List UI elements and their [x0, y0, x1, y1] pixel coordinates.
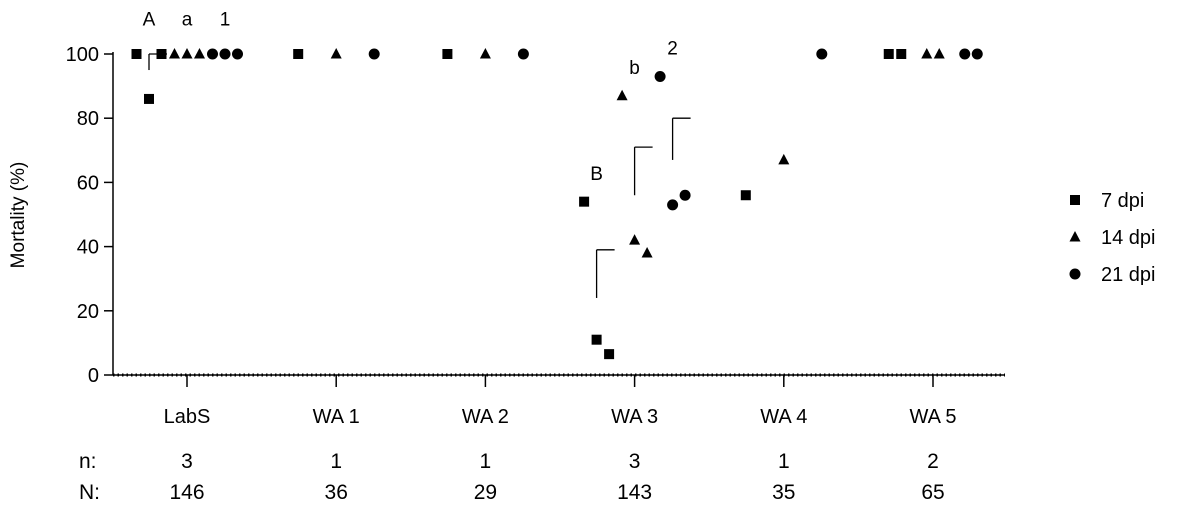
x-tick-label: WA 3 [611, 406, 658, 428]
data-point-triangle [629, 234, 641, 245]
data-point-triangle [616, 89, 628, 101]
y-tick-label: 100 [66, 44, 99, 66]
data-point-square [156, 49, 167, 59]
y-axis-label: Mortality (%) [8, 162, 29, 269]
data-point-circle [971, 48, 983, 60]
data-point-square [883, 49, 894, 59]
data-point-circle [219, 48, 231, 60]
data-point-square [579, 196, 590, 207]
x-tick-label: WA 1 [313, 406, 360, 428]
data-point-triangle [169, 48, 180, 59]
x-tick-label: WA 5 [909, 406, 956, 428]
legend-marker-square [1070, 195, 1080, 205]
y-tick-label: 20 [77, 301, 99, 323]
data-point-triangle [194, 48, 205, 59]
significance-label: B [590, 164, 603, 185]
data-point-circle [368, 48, 380, 60]
data-point-circle [816, 48, 828, 60]
footer-row-label: N: [79, 481, 100, 504]
footer-cell: 36 [325, 481, 348, 504]
footer-cell: 3 [629, 450, 641, 473]
data-point-circle [207, 48, 218, 60]
significance-label: 2 [667, 39, 678, 60]
data-point-square [604, 349, 615, 360]
data-point-triangle [778, 153, 790, 165]
data-point-triangle [330, 48, 342, 59]
footer-cell: 65 [921, 481, 944, 504]
data-point-circle [667, 199, 679, 211]
footer-cell: 29 [474, 481, 497, 504]
data-point-square [442, 49, 453, 59]
footer-cell: 3 [181, 450, 193, 473]
data-point-triangle [933, 48, 945, 59]
data-point-circle [679, 189, 691, 201]
data-point-square [293, 49, 304, 59]
x-tick-label: LabS [164, 406, 211, 428]
legend: 7 dpi 14 dpi 21 dpi [1069, 190, 1156, 286]
sample-size-table: n: 3 1 1 3 1 2 N: 146 36 29 143 35 65 [79, 450, 945, 504]
footer-cell: 1 [330, 450, 342, 473]
footer-cell: 2 [927, 450, 939, 473]
plot-area: 0 20 40 60 80 100 LabS WA 1 WA 2 WA 3 WA 4 WA 5 A a 1 B… [66, 10, 1005, 428]
footer-cell: 143 [617, 481, 652, 504]
data-point-circle [959, 48, 971, 60]
footer-cell: 1 [778, 450, 790, 473]
data-point-triangle [641, 247, 653, 258]
data-point-circle [654, 70, 666, 82]
data-point-square [591, 334, 602, 345]
data-point-square [144, 93, 154, 104]
data-point-triangle [181, 48, 193, 59]
y-tick-label: 0 [88, 365, 99, 387]
y-tick-label: 60 [77, 172, 99, 194]
footer-cell: 1 [480, 450, 492, 473]
significance-label: 1 [220, 10, 231, 31]
y-tick-label: 80 [77, 108, 99, 130]
significance-label: A [143, 10, 156, 31]
footer-row-label: n: [79, 450, 97, 473]
footer-cell: 146 [169, 481, 204, 504]
data-point-square [740, 190, 751, 201]
data-point-triangle [921, 48, 933, 59]
legend-marker-circle [1069, 268, 1081, 280]
data-point-square [896, 49, 907, 59]
significance-label: b [629, 58, 640, 79]
data-point-square [131, 49, 142, 59]
legend-label: 21 dpi [1101, 264, 1156, 286]
data-point-circle [517, 48, 529, 60]
data-point-triangle [479, 48, 491, 59]
y-tick-label: 40 [77, 237, 99, 259]
footer-cell: 35 [772, 481, 795, 504]
x-tick-label: WA 4 [760, 406, 807, 428]
x-tick-label: WA 2 [462, 406, 509, 428]
legend-label: 7 dpi [1101, 190, 1144, 212]
legend-marker-triangle [1069, 231, 1081, 242]
legend-label: 14 dpi [1101, 227, 1156, 249]
significance-label: a [182, 10, 193, 31]
data-point-circle [232, 48, 243, 60]
